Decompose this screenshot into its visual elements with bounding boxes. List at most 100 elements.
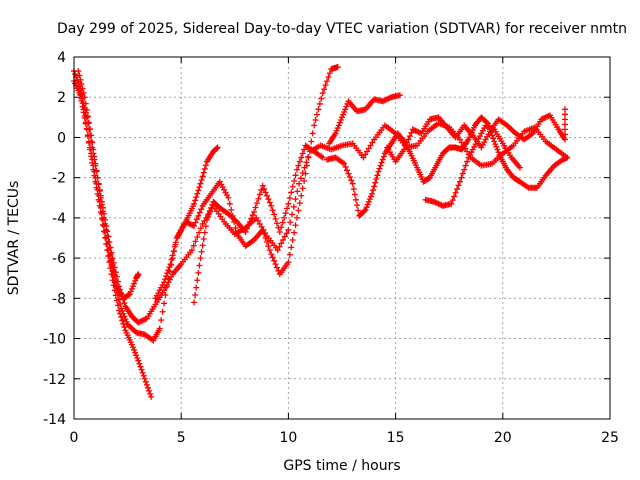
data-point-trace xyxy=(291,178,298,185)
data-series xyxy=(152,144,221,302)
data-point-trace xyxy=(208,204,215,211)
data-point-trace xyxy=(131,280,138,287)
data-point-trace xyxy=(295,207,302,214)
data-point-trace xyxy=(143,381,150,388)
data-point-trace xyxy=(351,191,358,198)
data-point-trace xyxy=(408,129,415,136)
data-point-trace xyxy=(93,184,100,191)
data-point-trace xyxy=(451,193,458,200)
data-point-trace xyxy=(79,103,86,110)
data-point-trace xyxy=(455,182,462,189)
grid-lines xyxy=(74,57,610,419)
data-point-trace xyxy=(366,196,373,203)
data-point xyxy=(401,146,408,153)
data-points xyxy=(71,64,571,400)
data-point-trace xyxy=(193,284,200,291)
data-point-trace xyxy=(373,176,380,183)
data-point-trace xyxy=(107,265,114,272)
data-point-trace xyxy=(318,95,325,102)
data-point-trace xyxy=(266,247,273,254)
data-point-trace xyxy=(91,172,98,179)
data-point-trace xyxy=(265,196,272,203)
y-tick-label: 2 xyxy=(57,90,66,106)
x-tick-label: 0 xyxy=(70,430,79,446)
data-point-trace xyxy=(162,276,169,283)
data-point-trace xyxy=(343,103,350,110)
data-point-trace xyxy=(258,187,265,194)
data-point-trace xyxy=(326,70,333,77)
data-point-trace xyxy=(192,197,199,204)
data-point-trace xyxy=(276,243,283,250)
data-point-trace xyxy=(355,207,362,214)
data-point-trace xyxy=(112,277,119,284)
data-point-trace xyxy=(336,119,343,126)
data-point-trace xyxy=(201,229,208,236)
data-point-trace xyxy=(323,78,330,85)
data-point-trace xyxy=(90,146,97,153)
data-point-trace xyxy=(271,257,278,264)
y-axis-label: SDTVAR / TECUs xyxy=(6,181,22,296)
data-point xyxy=(319,90,326,97)
x-tick-label: 15 xyxy=(387,430,405,446)
data-point-trace xyxy=(402,143,409,150)
data-point-trace xyxy=(249,212,256,219)
data-point-trace xyxy=(344,167,351,174)
data-point xyxy=(456,136,463,143)
data-point xyxy=(349,180,356,187)
data-point-trace xyxy=(248,215,255,222)
data-point xyxy=(332,130,339,137)
data-point-trace xyxy=(102,220,109,227)
data-point-trace xyxy=(296,200,303,207)
data-point-trace xyxy=(232,224,239,231)
data-point-trace xyxy=(197,225,204,232)
data-point xyxy=(311,122,318,129)
data-point-trace xyxy=(205,213,211,220)
data-point-trace xyxy=(308,138,315,145)
data-point-trace xyxy=(263,239,270,246)
data-point-trace xyxy=(111,272,118,279)
x-tick-label: 10 xyxy=(279,430,297,446)
data-point-trace xyxy=(361,207,368,214)
data-point-trace xyxy=(96,188,103,195)
data-point-trace xyxy=(495,149,502,156)
data-point-trace xyxy=(81,115,88,122)
data-point-trace xyxy=(121,300,128,307)
data-point-trace xyxy=(72,71,79,78)
data-point-trace xyxy=(303,162,310,169)
data-point-trace xyxy=(256,191,263,198)
data-point-trace xyxy=(334,125,341,132)
data-point-trace xyxy=(105,239,112,246)
data-point-trace xyxy=(171,243,178,250)
data-series xyxy=(191,142,326,306)
data-point-trace xyxy=(82,100,89,107)
y-tick-label: -4 xyxy=(52,211,66,227)
data-point-trace xyxy=(80,109,87,116)
data-point-trace xyxy=(108,271,115,278)
data-point-trace xyxy=(140,372,147,379)
data-point-trace xyxy=(292,196,299,203)
data-point-trace xyxy=(172,239,179,246)
data-point-trace xyxy=(84,133,91,140)
data-point-trace xyxy=(380,153,387,160)
data-series xyxy=(71,68,571,326)
data-point-trace xyxy=(114,302,121,309)
data-point-trace xyxy=(341,108,348,115)
data-point-trace xyxy=(272,215,279,222)
data-point-trace xyxy=(449,197,456,204)
data-point-trace xyxy=(246,218,253,225)
data-point-trace xyxy=(305,154,312,161)
data-point xyxy=(564,154,571,161)
data-point-trace xyxy=(95,181,102,188)
data-point-trace xyxy=(376,165,383,172)
data-point xyxy=(296,180,303,187)
data-point xyxy=(268,251,275,258)
data-point-trace xyxy=(493,143,500,150)
data-point xyxy=(197,255,204,262)
data-point-trace xyxy=(290,203,297,210)
data-point-trace xyxy=(192,291,199,298)
data-point xyxy=(285,226,292,233)
data-point-trace xyxy=(489,132,496,139)
data-point xyxy=(81,94,88,101)
data-point xyxy=(214,144,221,151)
data-point-trace xyxy=(367,142,374,149)
